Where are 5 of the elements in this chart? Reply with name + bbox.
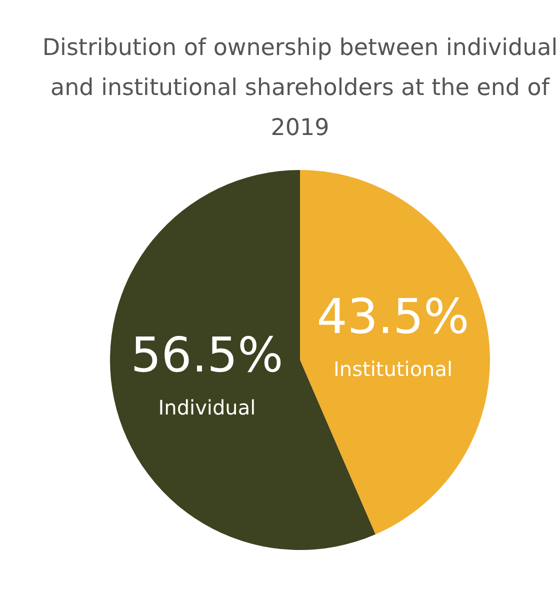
data-label: 56.5%	[130, 328, 284, 384]
data-label: 43.5%	[316, 289, 470, 346]
slice-label: Individual	[158, 395, 256, 420]
chart-title: Distribution of ownership between individual and institutional shareholders at the end of 2019	[41, 34, 559, 143]
slice-label: Institutional	[334, 356, 453, 381]
